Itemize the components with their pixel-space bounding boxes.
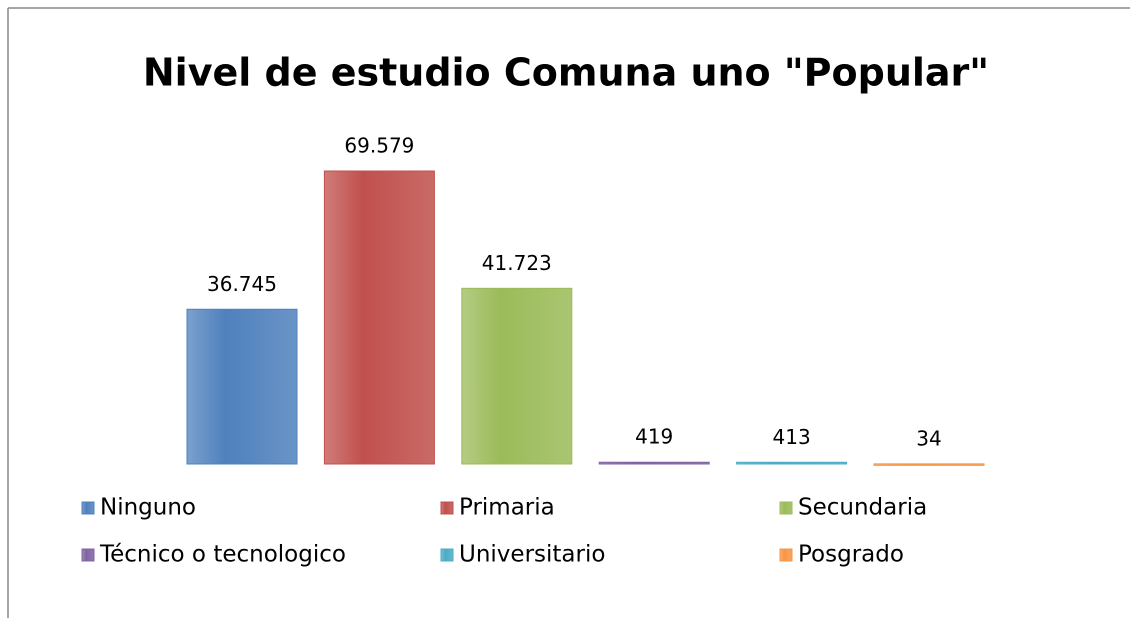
legend-label: Primaria [459, 495, 555, 521]
value-label: 69.579 [344, 134, 414, 158]
bar [736, 461, 848, 465]
legend-label: Secundaria [798, 495, 927, 521]
value-label: 36.745 [207, 272, 277, 296]
legend-label: Ninguno [100, 495, 196, 521]
legend-swatch [440, 548, 454, 562]
value-label: 413 [773, 425, 811, 449]
value-label: 41.723 [482, 251, 552, 275]
legend-label: Técnico o tecnologico [99, 542, 346, 568]
legend-label: Universitario [459, 542, 605, 568]
value-label: 34 [916, 426, 941, 450]
legend-label: Posgrado [798, 542, 904, 568]
bar [186, 308, 298, 465]
value-label: 419 [635, 425, 673, 449]
bar [323, 170, 435, 465]
bar [598, 461, 710, 465]
legend-swatch [81, 501, 95, 515]
bar [461, 287, 573, 465]
legend-swatch [779, 501, 793, 515]
bar [873, 463, 985, 466]
legend-swatch [440, 501, 454, 515]
legend-swatch [81, 548, 95, 562]
legend-swatch [779, 548, 793, 562]
chart-title: Nivel de estudio Comuna uno "Popular" [143, 51, 989, 95]
